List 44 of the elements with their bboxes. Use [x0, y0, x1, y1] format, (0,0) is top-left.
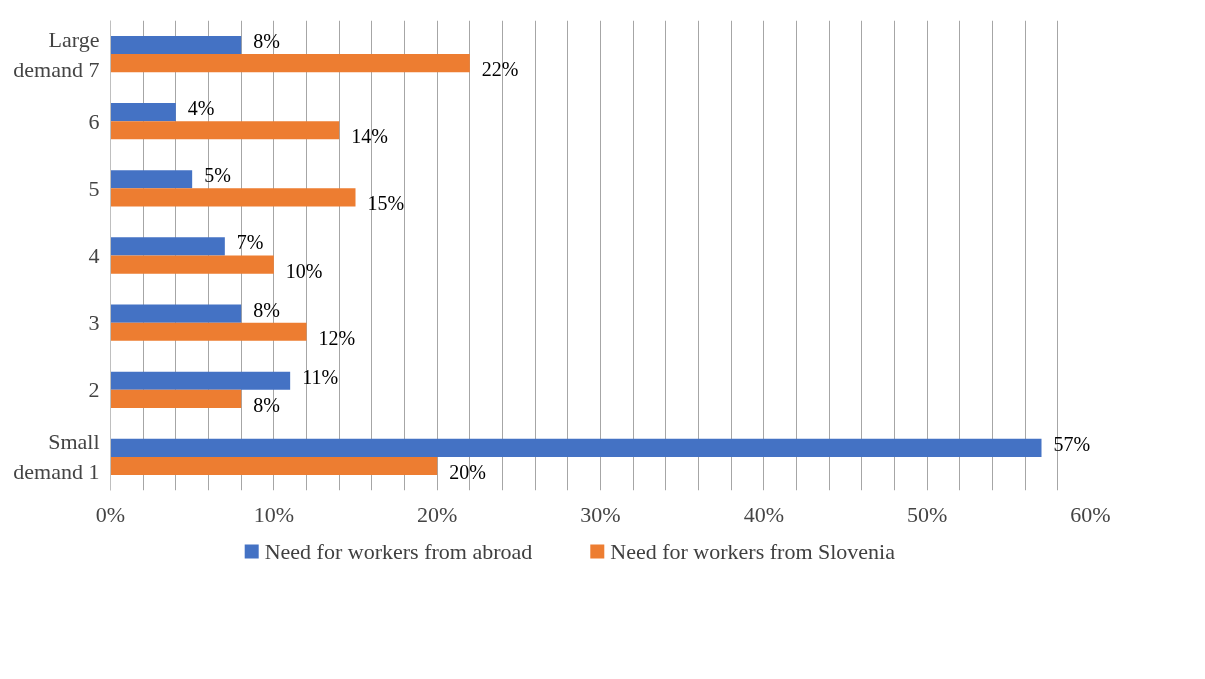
bar — [110, 304, 242, 323]
bar — [110, 322, 307, 341]
legend-label: Need for workers from abroad — [264, 539, 533, 564]
data-label: 12% — [318, 326, 356, 349]
x-tick-label: 0% — [95, 501, 126, 527]
y-tick-label: 3 — [88, 310, 100, 336]
y-tick-label: Small demand 1 — [13, 429, 100, 485]
bar — [110, 170, 193, 189]
data-label: 10% — [285, 259, 323, 282]
x-tick-label: 20% — [417, 501, 458, 527]
x-tick-label: 10% — [253, 501, 294, 527]
data-label: 14% — [351, 125, 388, 148]
data-label: 8% — [253, 393, 280, 416]
data-label: 22% — [481, 58, 519, 81]
data-label: 5% — [204, 164, 231, 187]
x-tick-label: 30% — [580, 501, 621, 527]
data-label: 57% — [1053, 432, 1091, 455]
y-tick-label: 2 — [88, 377, 100, 403]
data-label: 7% — [236, 231, 264, 254]
bar — [110, 103, 176, 122]
bar — [110, 35, 242, 55]
x-tick-label: 50% — [907, 501, 948, 527]
y-tick-label: 4 — [88, 243, 100, 268]
bar — [110, 456, 438, 476]
data-label: 8% — [253, 298, 280, 321]
bar — [110, 121, 340, 140]
bar — [110, 237, 225, 256]
data-label: 11% — [302, 365, 339, 388]
bar — [110, 438, 1042, 457]
y-tick-label: 5 — [88, 175, 100, 201]
data-label: 8% — [253, 30, 280, 53]
y-tick-label: 6 — [88, 108, 100, 134]
data-label: 20% — [449, 460, 486, 483]
bar — [110, 54, 470, 73]
bar — [110, 371, 291, 390]
bar — [110, 389, 242, 408]
x-tick-label: 60% — [1070, 501, 1111, 527]
bar — [110, 188, 356, 207]
x-tick-label: 40% — [743, 501, 784, 527]
bar — [110, 255, 274, 274]
y-tick-label: Large demand 7 — [13, 26, 100, 82]
data-label: 4% — [187, 97, 215, 120]
data-label: 15% — [367, 192, 405, 215]
legend-label: Need for workers from Slovenia — [610, 539, 896, 564]
